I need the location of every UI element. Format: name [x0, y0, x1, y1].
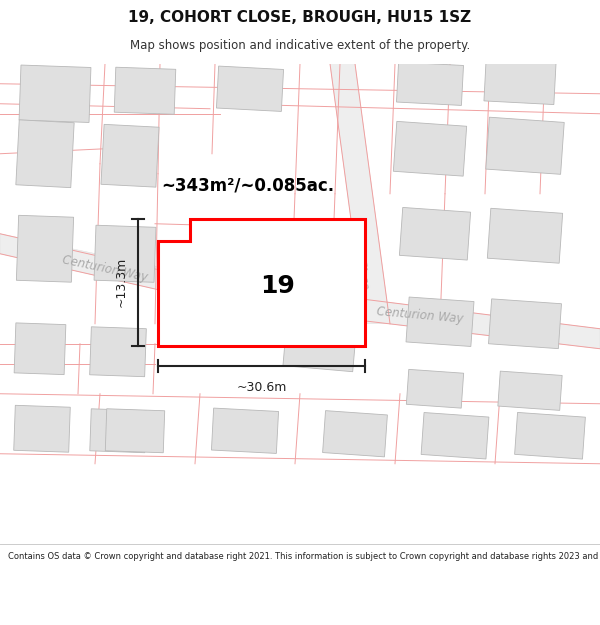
Polygon shape — [158, 219, 365, 346]
Polygon shape — [89, 327, 146, 377]
Polygon shape — [488, 299, 562, 349]
Polygon shape — [484, 59, 556, 104]
Polygon shape — [211, 408, 278, 453]
Polygon shape — [487, 208, 563, 263]
Polygon shape — [217, 66, 284, 111]
Polygon shape — [94, 225, 156, 282]
Polygon shape — [195, 253, 295, 318]
Polygon shape — [101, 124, 159, 187]
Polygon shape — [19, 65, 91, 122]
Polygon shape — [515, 412, 586, 459]
Polygon shape — [421, 412, 489, 459]
Polygon shape — [406, 297, 474, 346]
Polygon shape — [0, 234, 240, 304]
Polygon shape — [16, 215, 74, 282]
Polygon shape — [14, 323, 66, 374]
Polygon shape — [400, 208, 470, 260]
Polygon shape — [90, 409, 146, 452]
Polygon shape — [498, 371, 562, 411]
Polygon shape — [220, 284, 600, 349]
Polygon shape — [406, 369, 464, 408]
Text: Map shows position and indicative extent of the property.: Map shows position and indicative extent… — [130, 39, 470, 52]
Text: 19, COHORT CLOSE, BROUGH, HU15 1SZ: 19, COHORT CLOSE, BROUGH, HU15 1SZ — [128, 11, 472, 26]
Polygon shape — [114, 68, 176, 114]
Polygon shape — [330, 64, 390, 324]
Text: ~343m²/~0.085ac.: ~343m²/~0.085ac. — [161, 177, 335, 195]
Polygon shape — [14, 405, 70, 452]
Polygon shape — [283, 316, 357, 372]
Text: Centurion Way: Centurion Way — [61, 253, 149, 284]
Text: Cohort Close: Cohort Close — [350, 218, 370, 289]
Text: 19: 19 — [260, 274, 295, 298]
Text: ~30.6m: ~30.6m — [236, 381, 287, 394]
Text: Centurion Way: Centurion Way — [376, 306, 464, 326]
Polygon shape — [394, 121, 467, 176]
Polygon shape — [323, 411, 388, 457]
Text: Contains OS data © Crown copyright and database right 2021. This information is : Contains OS data © Crown copyright and d… — [8, 552, 600, 561]
Polygon shape — [105, 409, 165, 452]
Polygon shape — [397, 62, 464, 106]
Polygon shape — [486, 118, 564, 174]
Polygon shape — [16, 120, 74, 188]
Text: ~13.3m: ~13.3m — [115, 257, 128, 308]
